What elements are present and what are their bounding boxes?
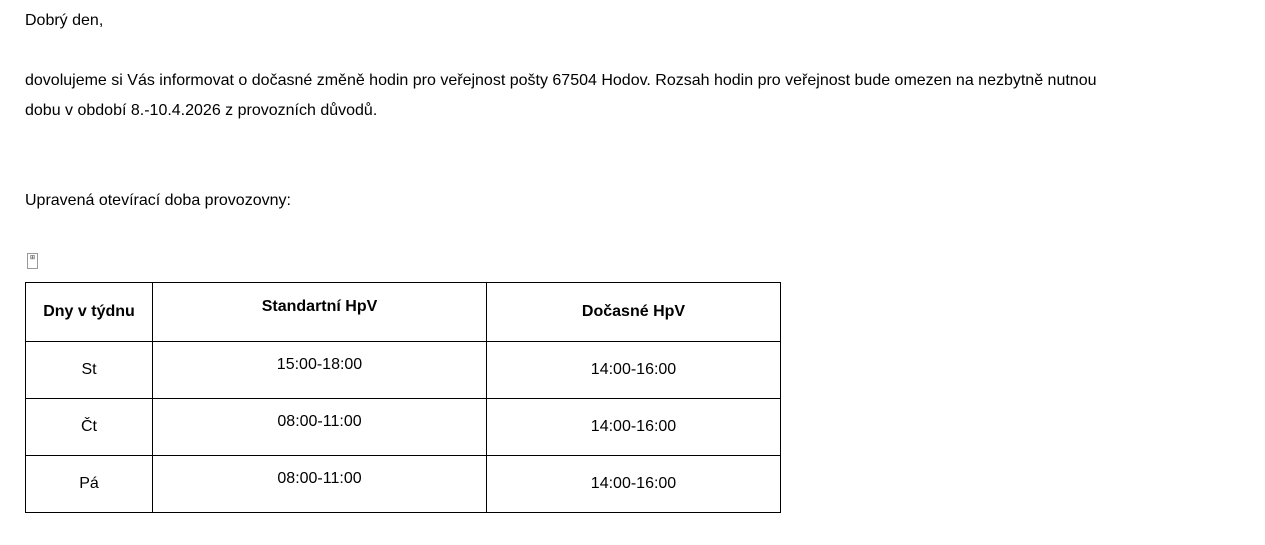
header-standard-hours-text: Standartní HpV — [261, 298, 378, 315]
table-move-handle-icon[interactable]: ⊞ — [27, 253, 38, 269]
standard-hours-cell: 08:00-11:00 — [152, 398, 487, 456]
table-header-row: Dny v týdnu Standartní HpV Dočasné HpV — [25, 282, 781, 342]
day-cell: Čt — [25, 398, 153, 456]
table-row: Čt 08:00-11:00 14:00-16:00 — [25, 398, 781, 456]
table-row: Pá 08:00-11:00 14:00-16:00 — [25, 455, 781, 513]
temporary-hours-cell: 14:00-16:00 — [486, 455, 781, 513]
header-standard-hours: Standartní HpV — [152, 282, 487, 342]
standard-hours-cell: 15:00-18:00 — [152, 341, 487, 399]
temporary-hours-cell: 14:00-16:00 — [486, 341, 781, 399]
day-cell: St — [25, 341, 153, 399]
standard-hours-cell: 08:00-11:00 — [152, 455, 487, 513]
greeting: Dobrý den, — [25, 12, 104, 29]
temporary-hours-cell: 14:00-16:00 — [486, 398, 781, 456]
header-days: Dny v týdnu — [25, 282, 153, 342]
header-temporary-hours: Dočasné HpV — [486, 282, 781, 342]
day-cell: Pá — [25, 455, 153, 513]
table-row: St 15:00-18:00 14:00-16:00 — [25, 341, 781, 399]
standard-hours-text: 08:00-11:00 — [277, 413, 362, 430]
opening-hours-table: Dny v týdnu Standartní HpV Dočasné HpV S… — [25, 282, 781, 513]
standard-hours-text: 15:00-18:00 — [276, 356, 363, 373]
paragraph-line: dovolujeme si Vás informovat o dočasné z… — [25, 72, 1097, 89]
standard-hours-text: 08:00-11:00 — [277, 470, 362, 487]
table-label: Upravená otevírací doba provozovny: — [25, 192, 291, 209]
info-paragraph: dovolujeme si Vás informovat o dočasné z… — [25, 66, 1096, 126]
paragraph-line: dobu v období 8.-10.4.2026 z provozních … — [25, 102, 378, 119]
